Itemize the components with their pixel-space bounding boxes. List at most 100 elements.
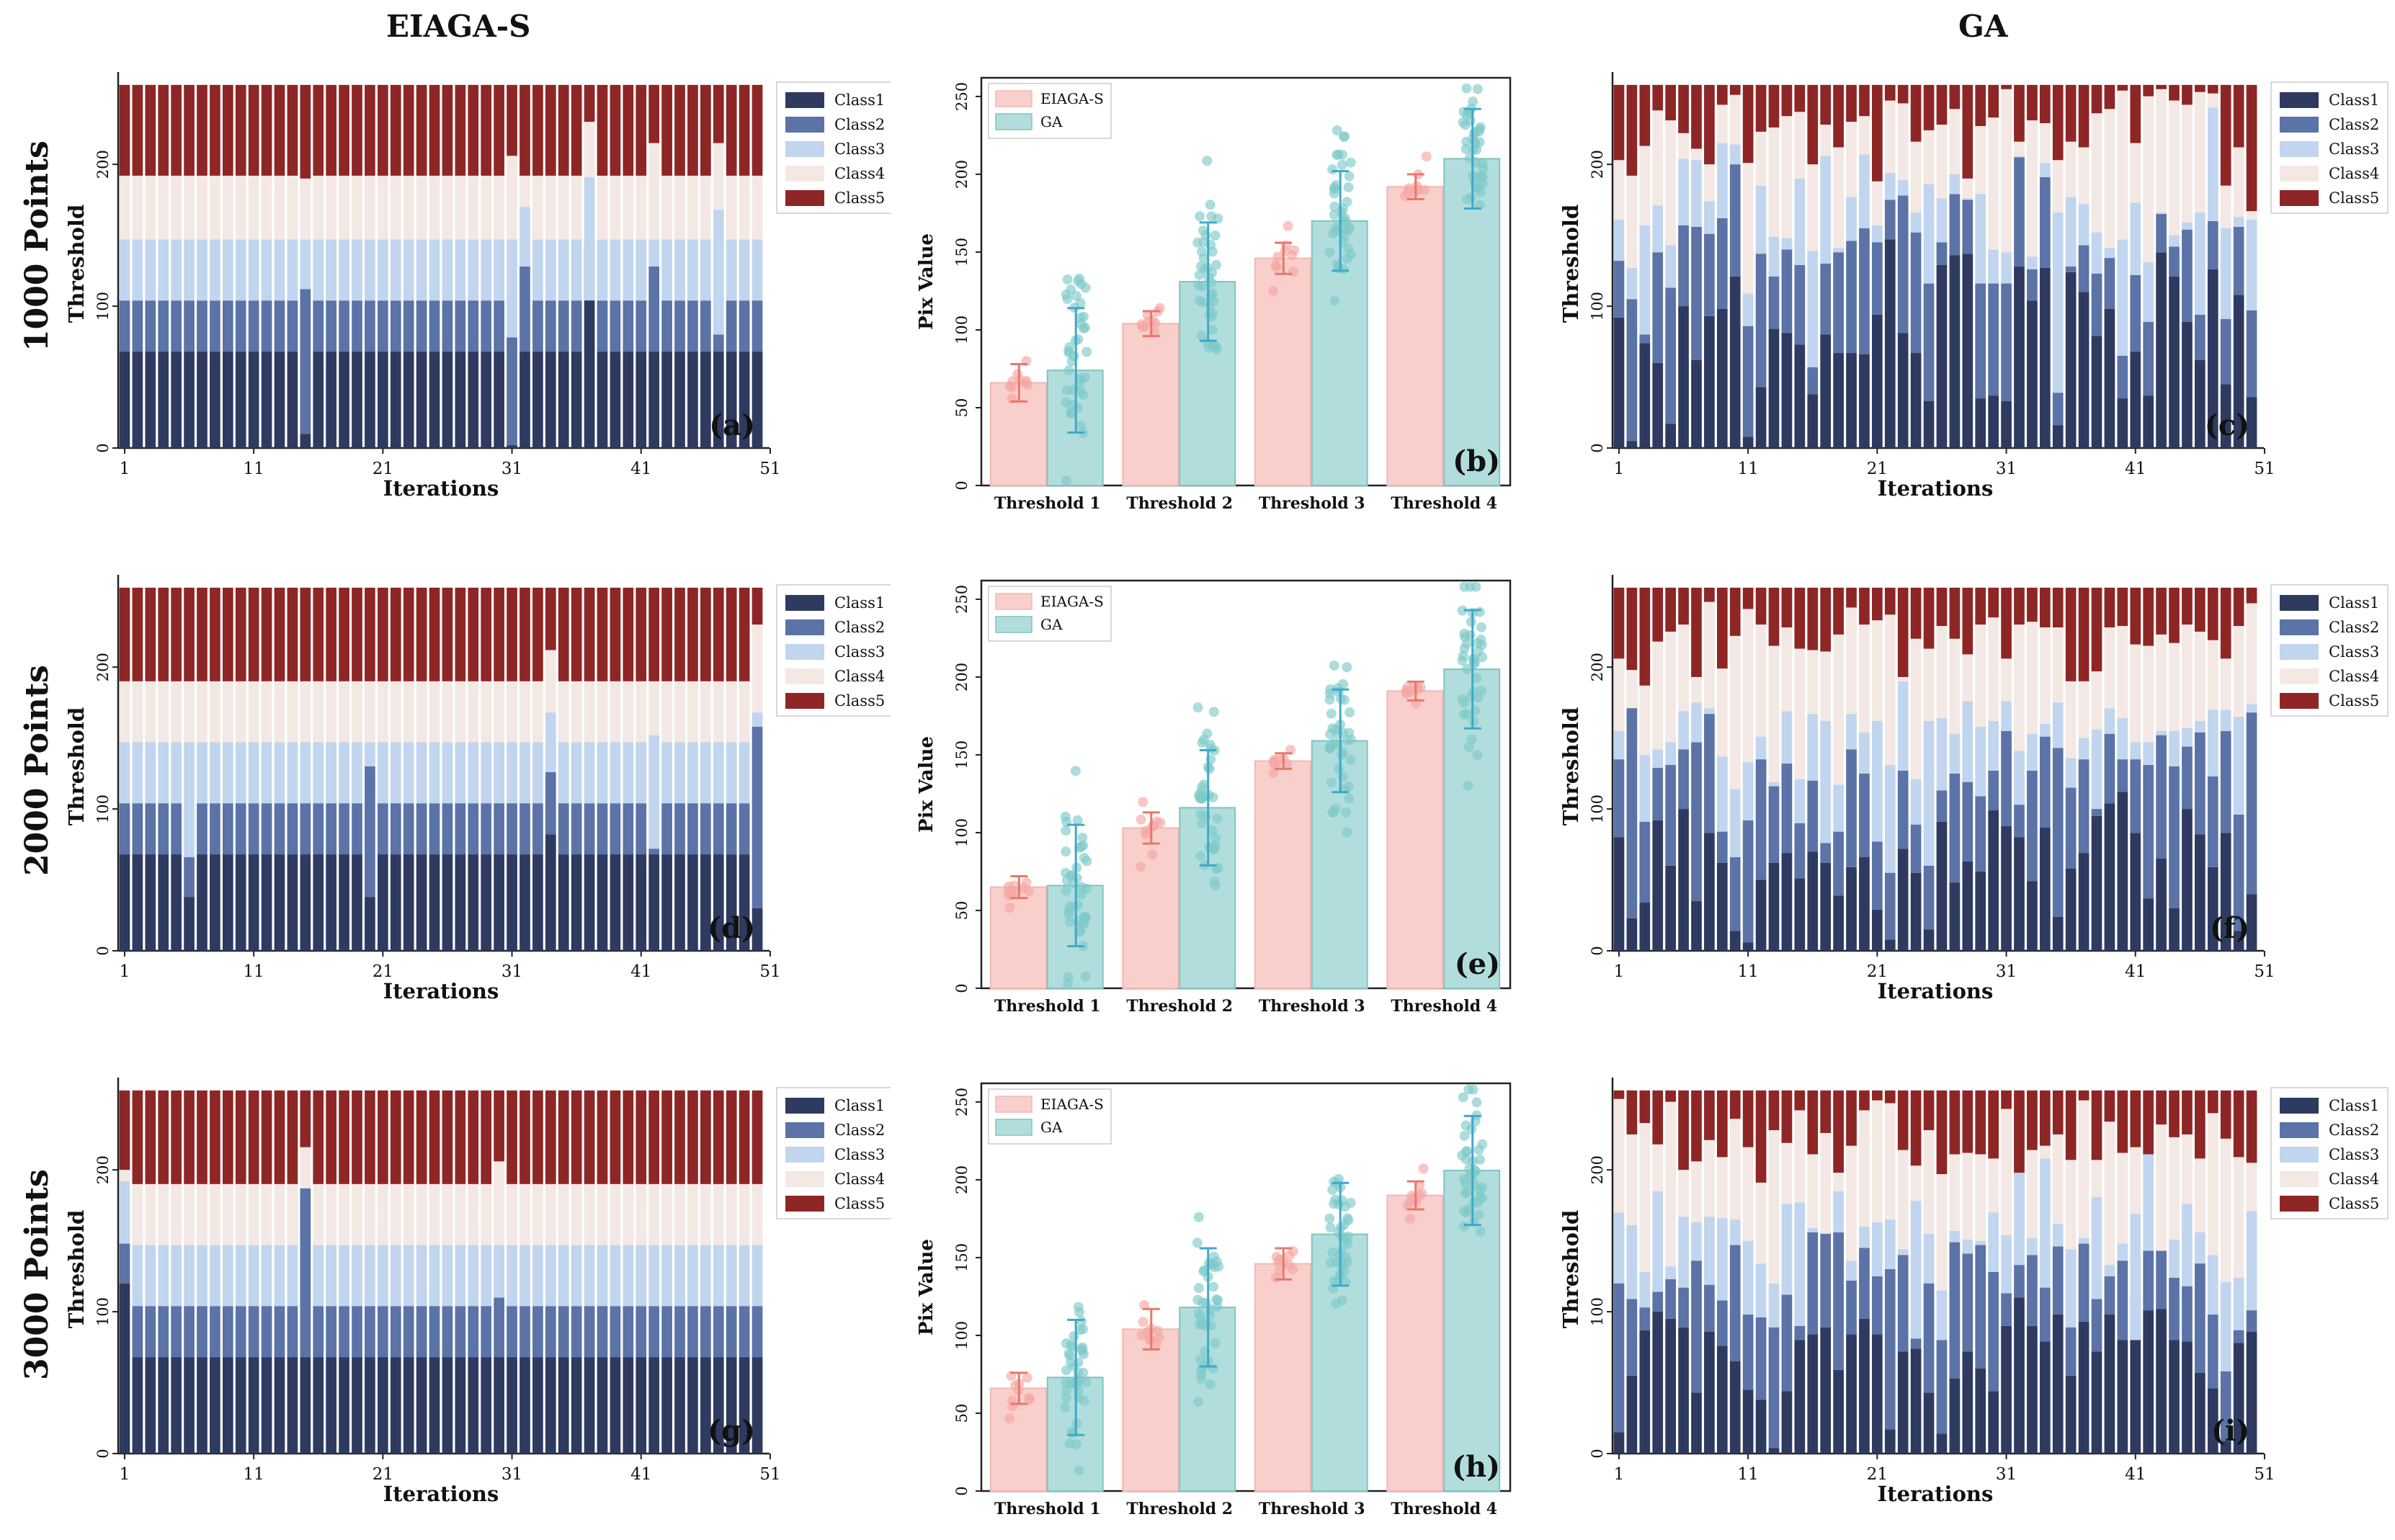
bar-iter4-class5 [158,84,169,176]
bar-iter37-class4 [584,122,595,177]
bar-iter12-class2 [261,1306,272,1358]
bar-iter50-class4 [2246,211,2257,220]
bar-iter3-class4 [1639,1123,1651,1272]
bar-iter23-class5 [403,587,414,681]
bar-iter29-class2 [481,1306,492,1358]
bar-iter42-class1 [2143,898,2154,951]
bar-iter2-class2 [132,300,143,352]
bar-iter46-class2 [700,1306,711,1358]
bar-iter15-class2 [1794,264,1806,345]
bar-iter37-class3 [2078,1237,2090,1244]
bar-iter25-class2 [429,1306,440,1358]
scatter-point [1210,841,1221,851]
bar-iter29-class4 [481,175,492,240]
bar-iter43-class4 [2156,89,2167,213]
scatter-point [1205,1379,1216,1389]
bar-iter23-class2 [1897,770,1909,849]
legend-label-class1: Class1 [834,594,885,612]
y-tick-label: 200 [94,653,112,681]
bar-iter48-class2 [726,300,737,352]
bar-iter36-class3 [571,1245,582,1307]
scatter-point [1463,1084,1474,1095]
scatter-point [1197,737,1208,748]
bar-iter12-class1 [1755,387,1767,448]
scatter-point [1327,1184,1338,1195]
bar-iter26-class2 [442,803,453,855]
bar-iter34-class5 [2039,1090,2051,1146]
bar-iter41-class5 [635,1090,647,1184]
bar-iter14-class1 [287,1357,298,1454]
scatter-point [1192,1237,1203,1248]
bar-iter45-class5 [687,84,698,176]
bar-iter5-class5 [171,1090,182,1184]
bar-iter49-class1 [2233,1343,2244,1454]
legend-label-eiaga-s: EIAGA-S [1040,90,1104,107]
bar-iter33-class2 [532,803,543,855]
bar-iter6-class4 [1678,1170,1689,1217]
bar-iter18-class1 [339,352,349,448]
bar-iter4-class1 [158,1357,169,1454]
bar-iter27-class1 [1949,1378,1961,1454]
bar-iter26-class2 [442,1306,453,1358]
bar-iter22-class4 [1884,614,1896,766]
y-tick-label: 0 [953,983,971,993]
bar-iter28-class1 [468,352,479,448]
scatter-point [1339,131,1350,142]
y-tick-label: 100 [953,818,971,847]
bar-iter27-class1 [1949,882,1961,951]
bar-iter37-class1 [2078,1321,2090,1454]
bar-iter36-class4 [571,1183,582,1245]
scatter-point [1195,809,1206,820]
bar-iter16-class5 [313,587,324,681]
bar-iter23-class5 [403,1090,414,1184]
bar-iter44-class2 [2169,1277,2180,1340]
bar-iter35-class5 [558,1090,569,1184]
bar-iter49-class1 [739,1357,750,1454]
bar-iter3-class4 [145,681,156,743]
bar-iter28-class3 [468,742,479,804]
bar-iter50-class4 [751,624,763,713]
bar-iter33-class4 [2027,622,2038,734]
legend-label-class5: Class5 [2329,692,2379,709]
bar-iter9-class1 [1716,309,1728,448]
bar-iter28-class5 [468,84,479,176]
bar-iter44-class5 [674,84,685,176]
bar-iter24-class3 [1910,212,1922,233]
bar-iter36-class5 [571,1090,582,1184]
scatter-point [1458,1092,1468,1103]
bar-iter17-class1 [1820,334,1832,448]
bar-iter36-class1 [571,352,582,448]
scatter-point [1343,782,1354,792]
bar-iter32-class5 [2014,1090,2025,1173]
bar-iter45-class4 [687,175,698,240]
bar-iter14-class2 [287,1306,298,1358]
bar-iter29-class2 [1975,283,1986,399]
bar-iter11-class1 [1742,1389,1754,1454]
bar-iter21-class2 [378,803,388,855]
scatter-point [1072,900,1083,910]
bar-iter26-class5 [442,84,453,176]
bar-iter42-class5 [2143,1090,2154,1155]
bar-iter43-class4 [661,1183,672,1245]
bar-iter30-class1 [1988,395,1999,448]
bar-iter44-class5 [2169,587,2180,643]
scatter-point [1063,1348,1074,1359]
bar-iter24-class4 [416,175,427,240]
legend-label-ga: GA [1040,113,1063,130]
bar-iter45-class1 [687,854,698,951]
bar-iter34-class2 [545,1306,556,1358]
bar-iter12-class5 [1755,587,1767,625]
bar-iter6-class5 [1678,587,1689,625]
bar-iter3-class1 [1639,1330,1651,1454]
scatter-point [1065,1357,1076,1368]
bar-iter37-class2 [2078,759,2090,854]
bar-iter45-class4 [2182,1134,2193,1204]
bar-iter35-class3 [558,742,569,804]
bar-iter1-class1 [1613,1432,1625,1454]
bar-iter28-class5 [1962,587,1973,655]
scatter-point [1405,686,1416,697]
scatter-point [1272,261,1283,272]
y-tick-label: 200 [953,663,971,691]
